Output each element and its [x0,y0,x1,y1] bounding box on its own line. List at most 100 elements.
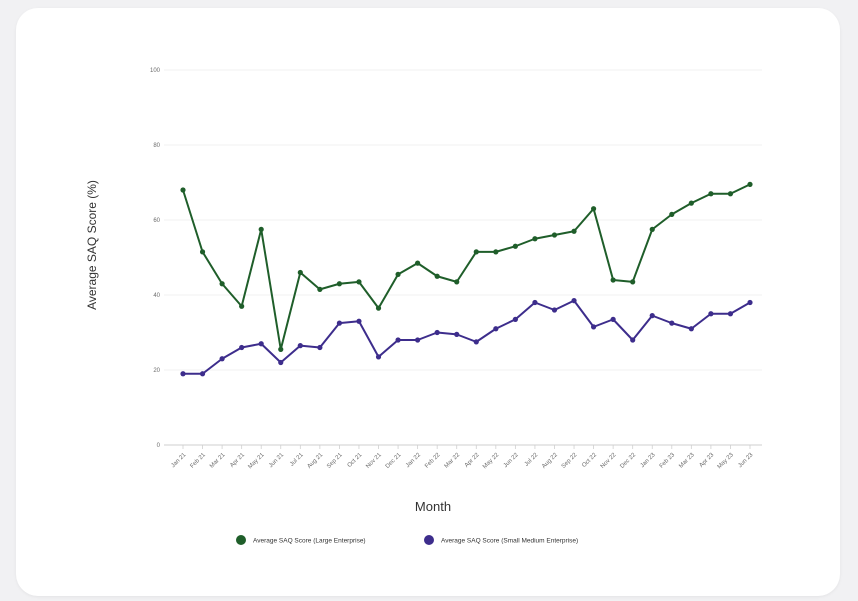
x-tick-label: Mar 21 [209,452,227,470]
data-point [317,286,323,292]
x-tick-label: Feb 23 [659,452,677,470]
x-tick-label: Aug 21 [307,452,325,470]
data-point [317,344,323,351]
y-tick-label: 0 [157,443,161,449]
data-point [180,187,186,193]
x-tick-label: Feb 21 [190,452,208,470]
data-point [512,316,518,322]
data-point [336,281,343,287]
y-tick-label: 20 [153,368,160,374]
data-point [454,279,460,285]
x-tick-label: May 21 [247,452,266,471]
x-tick-label: Mar 23 [678,452,696,470]
data-point [356,318,362,324]
x-tick-label: May 22 [482,452,501,471]
x-tick-label: Jan 23 [640,452,657,469]
data-point [590,206,597,212]
data-point [630,279,636,285]
data-point [649,313,655,319]
data-point [669,211,675,217]
data-point [199,371,206,377]
x-tick-label: Apr 21 [229,452,246,469]
y-tick-label: 40 [153,293,160,299]
data-point [610,277,616,283]
x-tick-label: Nov 21 [365,452,383,470]
data-point [669,320,675,326]
data-point [747,299,753,306]
data-point [727,191,734,197]
y-tick-label: 100 [150,68,161,74]
x-tick-label: Jul 22 [524,452,540,468]
chart-card [16,8,840,596]
x-tick-label: Sep 21 [326,452,344,470]
x-tick-label: Jun 23 [737,452,754,469]
data-point [375,305,382,311]
y-axis-label: Average SAQ Score (%) [85,180,99,310]
x-tick-label: Apr 22 [464,452,481,469]
x-tick-label: Dec 21 [385,452,403,470]
x-tick-label: Aug 22 [541,452,559,470]
data-point [375,354,382,360]
series-lines [180,181,753,377]
data-point [199,249,206,255]
legend-marker-small-medium-enterprise [424,535,434,545]
data-point [590,324,597,330]
x-tick-label: Jan 22 [405,452,422,469]
data-point [278,359,284,366]
x-tick-label: Oct 21 [347,452,364,469]
data-point [610,316,616,322]
data-point [532,236,538,242]
series-line [183,299,751,375]
data-point [473,249,479,255]
x-tick-label: Dec 22 [619,452,637,470]
data-point [336,320,343,326]
data-point [571,298,577,304]
data-point [454,331,460,337]
data-point [473,339,479,345]
legend-marker-large-enterprise [236,535,246,545]
data-point [395,337,401,343]
y-tick-labels: 0 20 40 60 80 100 [150,68,161,449]
data-point [415,337,421,343]
y-tick-label: 60 [153,218,160,224]
data-point [258,341,264,347]
data-point [532,299,538,306]
data-point [415,260,421,266]
y-tick-label: 80 [153,143,160,149]
series-1 [180,298,753,377]
data-point [708,311,714,317]
legend: Average SAQ Score (Large Enterprise) Ave… [236,535,578,545]
x-tick-label: Mar 22 [444,452,462,470]
data-point [239,344,245,351]
data-point [434,329,440,336]
data-point [278,346,284,352]
series-line [182,183,751,351]
x-tick-label: Feb 22 [424,452,442,470]
data-point [688,200,694,206]
legend-label-small-medium-enterprise: Average SAQ Score (Small Medium Enterpri… [441,538,578,545]
data-point [219,281,225,287]
grid-lines [164,69,762,446]
data-point [258,226,264,232]
x-axis-label: Month [415,499,451,514]
x-tick-label: Jun 21 [268,452,285,469]
data-point [297,343,303,349]
data-point [219,356,225,362]
data-point [551,307,558,313]
data-point [512,243,518,249]
data-point [688,326,694,332]
data-point [239,303,245,309]
data-point [395,271,401,277]
data-point [747,181,753,187]
data-point [434,273,440,279]
data-point [649,226,655,232]
data-point [630,337,636,343]
data-point [493,326,499,332]
x-tick-label: Oct 22 [581,452,598,469]
series-0 [180,181,753,352]
legend-label-large-enterprise: Average SAQ Score (Large Enterprise) [253,538,366,545]
x-tick-label: Jan 21 [170,452,187,469]
data-point [180,371,186,377]
data-point [708,191,714,197]
